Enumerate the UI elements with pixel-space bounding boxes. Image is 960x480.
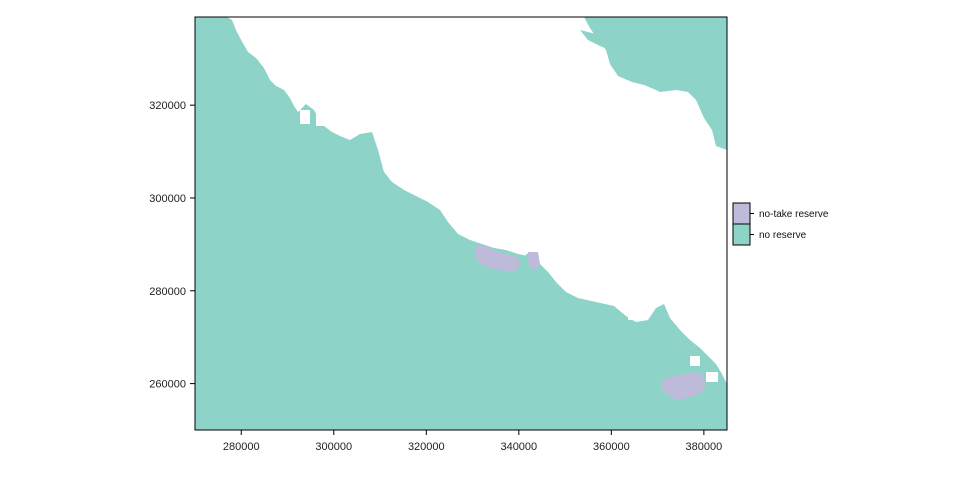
legend-label: no-take reserve	[759, 209, 829, 220]
reserve-patch-central	[475, 246, 520, 272]
y-tick-label: 260000	[149, 379, 186, 391]
x-tick-label: 360000	[593, 441, 630, 453]
plot-frame	[194, 16, 728, 431]
legend-label: no reserve	[759, 230, 807, 241]
land-fragment	[300, 110, 310, 124]
reserve-patch-south	[662, 372, 706, 400]
land-fragment	[316, 112, 324, 126]
y-tick-label: 320000	[149, 100, 186, 112]
legend: no-take reserve no reserve	[732, 202, 829, 246]
land-fragment	[628, 310, 636, 320]
land-fragment	[706, 372, 718, 382]
y-axis: 260000 280000 300000 320000	[149, 100, 195, 391]
land-mass	[227, 17, 727, 384]
reserve-patch-east	[527, 252, 540, 270]
x-tick-label: 340000	[500, 441, 537, 453]
x-tick-label: 280000	[223, 441, 260, 453]
legend-swatch	[732, 223, 751, 246]
x-tick-label: 320000	[408, 441, 445, 453]
x-tick-label: 380000	[686, 441, 723, 453]
sea-inlet	[580, 30, 610, 50]
legend-swatch	[732, 202, 751, 225]
sea-channel	[584, 17, 727, 150]
land-fragment	[690, 356, 700, 366]
map-layer	[195, 17, 727, 430]
y-tick-label: 280000	[149, 286, 186, 298]
x-axis: 280000 300000 320000 340000 360000 380000	[223, 430, 722, 453]
y-tick-label: 300000	[149, 193, 186, 205]
x-tick-label: 300000	[315, 441, 352, 453]
